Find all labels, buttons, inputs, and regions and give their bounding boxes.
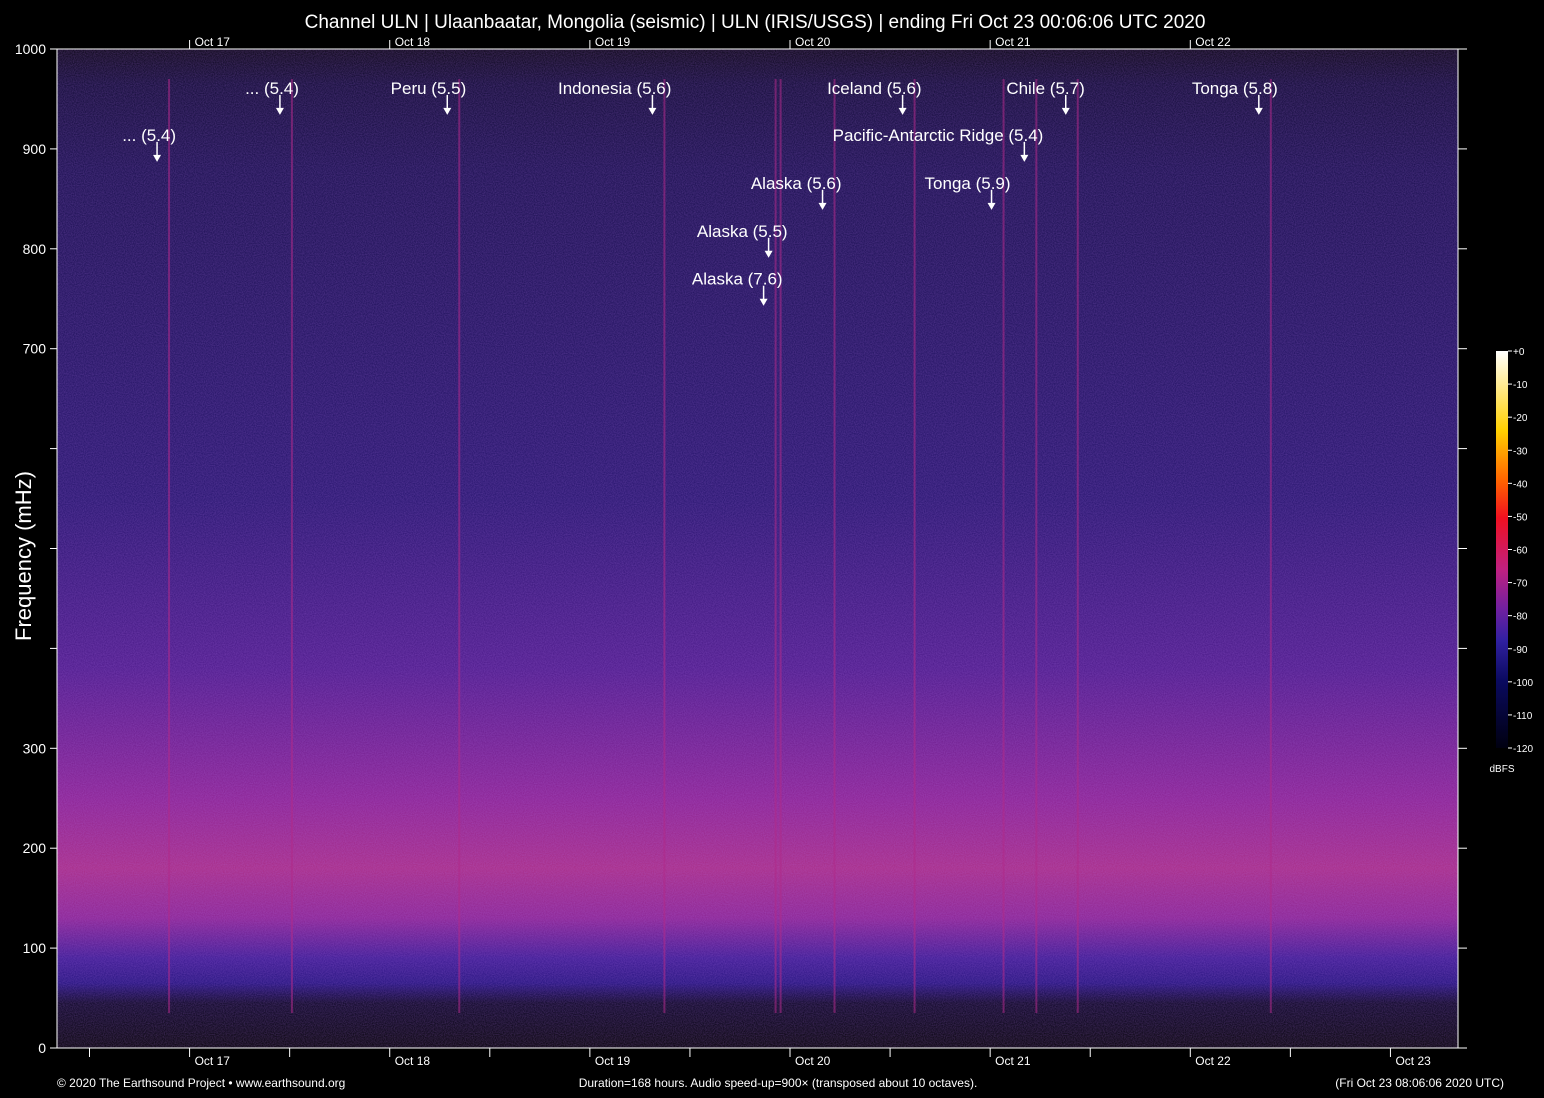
annotation-label: Alaska (5.5) xyxy=(697,222,788,241)
x-tick-label: Oct 19 xyxy=(595,1054,631,1068)
spectrogram-noise xyxy=(57,49,1458,1048)
colorbar-tick-label: +0 xyxy=(1513,347,1525,358)
annotation-label: Chile (5.7) xyxy=(1006,79,1084,98)
colorbar-tick-label: -60 xyxy=(1513,546,1528,557)
annotation-arrowhead xyxy=(153,154,162,162)
annotation-label: Pacific-Antarctic Ridge (5.4) xyxy=(833,126,1044,145)
annotation-label: Tonga (5.9) xyxy=(925,174,1011,193)
colorbar-tick-label: -80 xyxy=(1513,612,1528,623)
x2-tick-label: Oct 19 xyxy=(595,35,631,49)
x-tick-label: Oct 18 xyxy=(395,1054,431,1068)
y-tick-label: 100 xyxy=(23,940,47,956)
annotation-arrowhead xyxy=(987,202,996,210)
annotation-arrowhead xyxy=(898,107,907,115)
annotation-arrowhead xyxy=(818,202,827,210)
annotation-label: Alaska (7.6) xyxy=(692,270,783,289)
colorbar-tick-label: -120 xyxy=(1513,744,1533,755)
y-tick-label: 900 xyxy=(23,141,47,157)
colorbar-tick-label: -40 xyxy=(1513,479,1528,490)
x-tick-label: Oct 20 xyxy=(795,1054,831,1068)
x-tick-label: Oct 23 xyxy=(1395,1054,1431,1068)
annotation-arrowhead xyxy=(275,107,284,115)
x2-tick-label: Oct 20 xyxy=(795,35,831,49)
x2-tick-label: Oct 18 xyxy=(395,35,431,49)
x-tick-label: Oct 17 xyxy=(195,1054,231,1068)
colorbar-tick-label: -100 xyxy=(1513,678,1533,689)
annotation-arrowhead xyxy=(1061,107,1070,115)
y-tick-label: 800 xyxy=(23,241,47,257)
annotation-arrowhead xyxy=(759,298,768,306)
y-tick-label: 1000 xyxy=(15,41,46,57)
x2-tick-label: Oct 17 xyxy=(195,35,231,49)
chart-title: Channel ULN | Ulaanbaatar, Mongolia (sei… xyxy=(305,12,1206,33)
colorbar-tick-label: -110 xyxy=(1513,711,1533,722)
y-tick-label: 700 xyxy=(23,341,47,357)
footer-center: Duration=168 hours. Audio speed-up=900× … xyxy=(579,1076,978,1090)
annotation-label: Alaska (5.6) xyxy=(751,174,842,193)
y-tick-label: 300 xyxy=(23,740,47,756)
annotation-label: Indonesia (5.6) xyxy=(558,79,671,98)
annotation-label: Iceland (5.6) xyxy=(827,79,922,98)
colorbar-label: dBFS xyxy=(1489,764,1514,775)
annotation-label: ... (5.4) xyxy=(122,126,176,145)
colorbar-tick-label: -70 xyxy=(1513,579,1528,590)
x-tick-label: Oct 21 xyxy=(995,1054,1031,1068)
annotation-arrowhead xyxy=(443,107,452,115)
x-tick-label: Oct 22 xyxy=(1195,1054,1231,1068)
colorbar-tick-label: -10 xyxy=(1513,380,1528,391)
footer-right: (Fri Oct 23 08:06:06 2020 UTC) xyxy=(1335,1076,1504,1090)
annotation-label: ... (5.4) xyxy=(245,79,299,98)
y-tick-label: 0 xyxy=(38,1040,46,1056)
colorbar-tick-label: -30 xyxy=(1513,446,1528,457)
y-axis-label: Frequency (mHz) xyxy=(11,471,36,641)
annotation-arrowhead xyxy=(764,250,773,258)
x2-tick-label: Oct 22 xyxy=(1195,35,1231,49)
annotation-label: Tonga (5.8) xyxy=(1192,79,1278,98)
x2-tick-label: Oct 21 xyxy=(995,35,1031,49)
annotation-arrowhead xyxy=(648,107,657,115)
annotation-arrowhead xyxy=(1254,107,1263,115)
colorbar-tick-label: -90 xyxy=(1513,645,1528,656)
colorbar-tick-label: -50 xyxy=(1513,512,1528,523)
plot-area xyxy=(57,49,1458,1048)
colorbar xyxy=(1496,351,1508,748)
footer-left: © 2020 The Earthsound Project • www.eart… xyxy=(57,1076,345,1090)
annotation-arrowhead xyxy=(1020,154,1029,162)
colorbar-tick-label: -20 xyxy=(1513,413,1528,424)
annotation-label: Peru (5.5) xyxy=(391,79,467,98)
y-tick-label: 200 xyxy=(23,840,47,856)
